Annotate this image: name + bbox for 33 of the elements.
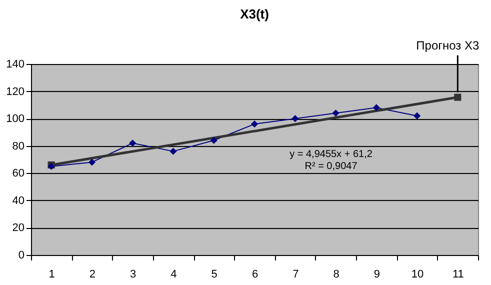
x-tick-label: 2 bbox=[89, 268, 96, 280]
point bbox=[170, 148, 177, 155]
y-tick-label: 60 bbox=[12, 168, 24, 180]
point bbox=[372, 104, 380, 112]
x-tick-label: 11 bbox=[452, 268, 464, 280]
annotation: y = 4,9455x + 61,2 bbox=[290, 149, 373, 160]
y-tick-label: 40 bbox=[12, 194, 24, 207]
point bbox=[454, 94, 462, 101]
y-tick-label: 100 bbox=[6, 113, 24, 126]
point bbox=[332, 110, 340, 117]
x-tick-label: 1 bbox=[48, 268, 55, 280]
point bbox=[210, 136, 218, 144]
y-tick-label: 0 bbox=[18, 250, 24, 262]
point bbox=[292, 115, 299, 122]
point bbox=[129, 140, 136, 147]
point bbox=[250, 120, 258, 128]
annotation: Прогноз X3 bbox=[416, 38, 480, 52]
x-tick-label: 5 bbox=[211, 268, 218, 280]
x-tick-label: 6 bbox=[252, 268, 258, 280]
y-tick-label: 120 bbox=[6, 86, 24, 98]
x-tick-label: 10 bbox=[411, 268, 424, 280]
x-tick-label: 4 bbox=[170, 268, 177, 280]
chart-title: X3(t) bbox=[240, 6, 269, 22]
point bbox=[414, 112, 421, 120]
x-tick-label: 7 bbox=[292, 268, 299, 280]
y-tick-label: 20 bbox=[12, 222, 24, 234]
point bbox=[88, 158, 96, 166]
x-tick-label: 3 bbox=[130, 268, 136, 280]
x-tick-label: 9 bbox=[374, 268, 380, 280]
annotation: R² = 0,9047 bbox=[304, 161, 358, 172]
y-tick-label: 140 bbox=[6, 58, 24, 70]
x-tick-label: 8 bbox=[333, 268, 340, 280]
y-tick-label: 80 bbox=[12, 140, 24, 152]
